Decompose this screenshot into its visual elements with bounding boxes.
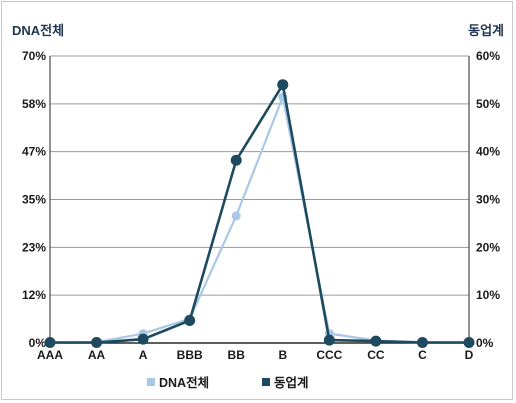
series-point xyxy=(91,337,103,349)
series-point xyxy=(137,333,149,345)
series-point xyxy=(370,335,382,347)
legend: DNA전체 동업계 xyxy=(147,375,309,390)
legend-label: 동업계 xyxy=(274,375,309,390)
series-point xyxy=(463,337,475,349)
x-tick-label: AAA xyxy=(37,348,63,362)
series-point xyxy=(44,337,56,349)
legend-label: DNA전체 xyxy=(159,375,209,390)
series-point xyxy=(230,154,242,166)
left-tick-label: 58% xyxy=(22,97,46,111)
right-axis-ticks: 0% 10% 20% 30% 40% 50% 60% xyxy=(476,49,500,350)
right-tick-label: 50% xyxy=(476,97,500,111)
x-tick-label: A xyxy=(139,348,148,362)
left-tick-label: 23% xyxy=(22,240,46,254)
right-tick-label: 20% xyxy=(476,240,500,254)
left-tick-label: 12% xyxy=(22,288,46,302)
right-tick-label: 0% xyxy=(476,336,494,350)
legend-swatch xyxy=(147,378,155,386)
series xyxy=(44,79,475,349)
x-tick-label: D xyxy=(465,348,474,362)
right-tick-label: 10% xyxy=(476,288,500,302)
series-point xyxy=(277,79,289,91)
left-tick-label: 70% xyxy=(22,49,46,63)
left-axis-title: DNA전체 xyxy=(12,23,64,38)
x-tick-label: BB xyxy=(228,348,246,362)
x-tick-label: CC xyxy=(367,348,385,362)
series-point xyxy=(323,334,335,346)
series-line xyxy=(49,95,470,344)
series-point xyxy=(184,315,196,327)
right-axis-title: 동업계 xyxy=(468,23,504,38)
left-tick-label: 0% xyxy=(29,336,47,350)
x-tick-label: BBB xyxy=(177,348,203,362)
right-tick-label: 30% xyxy=(476,193,500,207)
grid xyxy=(50,55,469,296)
x-axis-ticks: AAA AA A BBB BB B CCC CC C D xyxy=(37,348,474,362)
x-tick-label: CCC xyxy=(316,348,342,362)
series-2 xyxy=(44,79,475,349)
series-line xyxy=(50,83,469,344)
x-tick-label: AA xyxy=(88,348,106,362)
left-tick-label: 35% xyxy=(22,193,46,207)
left-axis-ticks: 0% 12% 23% 35% 47% 58% 70% xyxy=(22,49,46,350)
legend-swatch xyxy=(262,378,270,386)
x-tick-label: B xyxy=(278,348,287,362)
series-1 xyxy=(45,92,474,348)
right-tick-label: 40% xyxy=(476,145,500,159)
right-tick-label: 60% xyxy=(476,49,500,63)
series-point xyxy=(231,211,241,221)
series-point xyxy=(416,337,428,349)
x-tick-label: C xyxy=(418,348,427,362)
left-tick-label: 47% xyxy=(22,145,46,159)
